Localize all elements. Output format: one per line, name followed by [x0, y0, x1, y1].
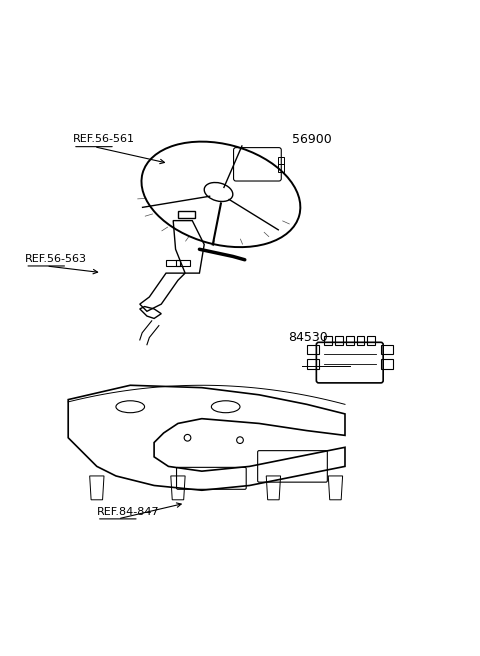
Bar: [176, 260, 190, 266]
Text: REF.56-561: REF.56-561: [73, 134, 135, 144]
Bar: [166, 260, 180, 266]
Bar: [346, 336, 354, 344]
Text: REF.84-847: REF.84-847: [97, 506, 159, 517]
Text: 56900: 56900: [292, 133, 332, 146]
Bar: [324, 336, 332, 344]
Bar: [278, 157, 284, 164]
Bar: [357, 336, 364, 344]
Text: 84530: 84530: [288, 331, 327, 344]
Bar: [278, 164, 284, 172]
Text: REF.56-563: REF.56-563: [25, 254, 87, 264]
Bar: [367, 336, 375, 344]
Bar: [335, 336, 343, 344]
